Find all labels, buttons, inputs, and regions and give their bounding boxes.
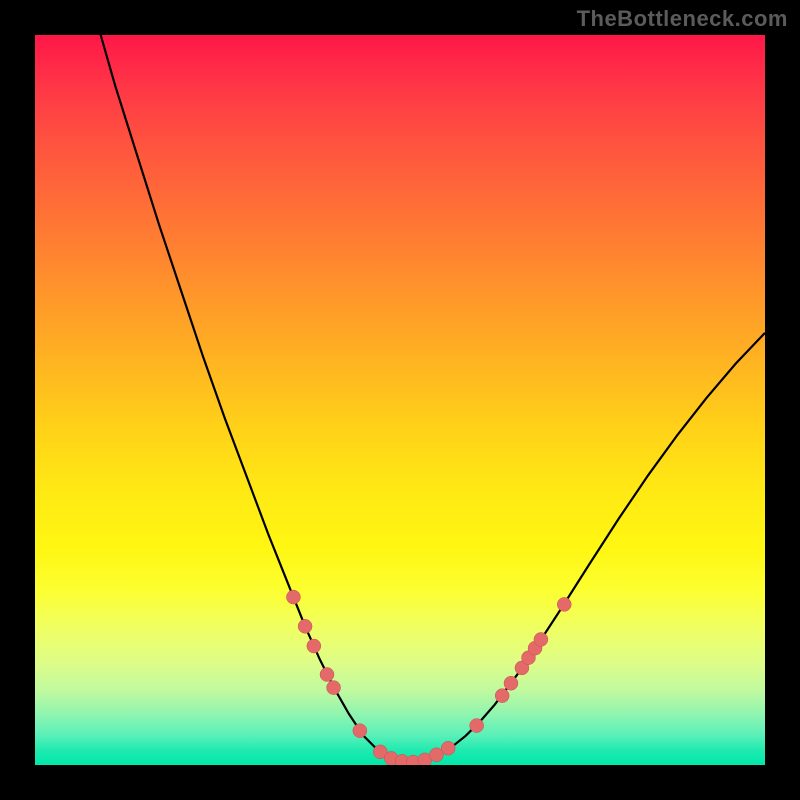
data-marker: [327, 681, 341, 695]
data-marker: [286, 590, 300, 604]
data-marker: [504, 676, 518, 690]
data-marker: [534, 632, 548, 646]
data-marker: [495, 689, 509, 703]
watermark-text: TheBottleneck.com: [577, 6, 788, 32]
data-markers: [286, 590, 571, 765]
curve-layer: [35, 35, 765, 765]
data-marker: [353, 724, 367, 738]
plot-area: [35, 35, 765, 765]
data-marker: [298, 619, 312, 633]
data-marker: [557, 597, 571, 611]
data-marker: [441, 741, 455, 755]
data-marker: [320, 667, 334, 681]
data-marker: [470, 719, 484, 733]
chart-frame: TheBottleneck.com: [0, 0, 800, 800]
bottleneck-curve: [101, 35, 765, 762]
data-marker: [307, 639, 321, 653]
